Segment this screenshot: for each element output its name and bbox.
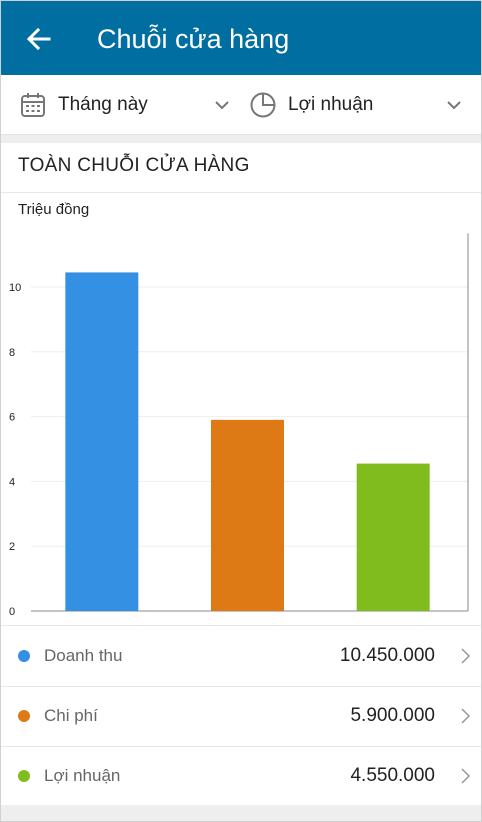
chevron-down-icon <box>215 101 229 110</box>
y-tick-label: 4 <box>9 476 15 488</box>
legend-value: 5.900.000 <box>350 705 435 726</box>
chevron-down-icon <box>447 101 461 110</box>
bar-1[interactable] <box>65 272 139 611</box>
legend-value: 4.550.000 <box>350 765 435 786</box>
legend-row[interactable]: Doanh thu 10.450.000 <box>1 626 481 686</box>
legend-dot <box>18 770 30 782</box>
metric-filter-dropdown[interactable]: Lợi nhuận <box>249 75 461 135</box>
legend-row[interactable]: Lợi nhuận 4.550.000 <box>1 746 481 806</box>
y-tick-label: 0 <box>9 606 15 618</box>
chain-summary-card: TOÀN CHUỖI CỬA HÀNG Triệu đồng 0 2 4 6 8 10 D… <box>1 143 481 806</box>
section-title: TOÀN CHUỖI CỬA HÀNG <box>18 155 250 176</box>
filter-bar: Tháng này Lợi nhuận <box>1 75 481 135</box>
y-tick-label: 10 <box>9 282 21 294</box>
chevron-right-icon <box>461 708 471 724</box>
app-bar: Chuỗi cửa hàng <box>1 1 481 75</box>
arrow-left-icon[interactable] <box>23 23 55 55</box>
divider <box>1 746 481 747</box>
period-filter-dropdown[interactable]: Tháng này <box>19 75 229 135</box>
calendar-icon <box>21 93 45 117</box>
bar-2[interactable] <box>211 419 284 611</box>
pie-chart-icon <box>250 92 276 118</box>
legend-label: Doanh thu <box>44 646 123 665</box>
chevron-right-icon <box>461 648 471 664</box>
legend-dot <box>18 710 30 722</box>
legend-dot <box>18 650 30 662</box>
legend-row[interactable]: Chi phí 5.900.000 <box>1 686 481 746</box>
bar-chart: 0 2 4 6 8 10 <box>9 233 469 618</box>
y-tick-label: 2 <box>9 541 15 553</box>
legend-label: Chi phí <box>44 706 98 725</box>
period-filter-label: Tháng này <box>58 94 148 115</box>
y-tick-label: 8 <box>9 347 15 359</box>
page-title: Chuỗi cửa hàng <box>97 24 290 54</box>
y-tick-label: 6 <box>9 412 15 424</box>
metric-filter-label: Lợi nhuận <box>288 94 374 115</box>
unit-label: Triệu đồng <box>18 201 90 218</box>
divider <box>1 625 481 626</box>
divider <box>1 192 481 193</box>
bar-3[interactable] <box>356 463 430 611</box>
divider <box>1 686 481 687</box>
chevron-right-icon <box>461 768 471 784</box>
legend-value: 10.450.000 <box>339 645 435 666</box>
legend-label: Lợi nhuận <box>44 766 121 785</box>
